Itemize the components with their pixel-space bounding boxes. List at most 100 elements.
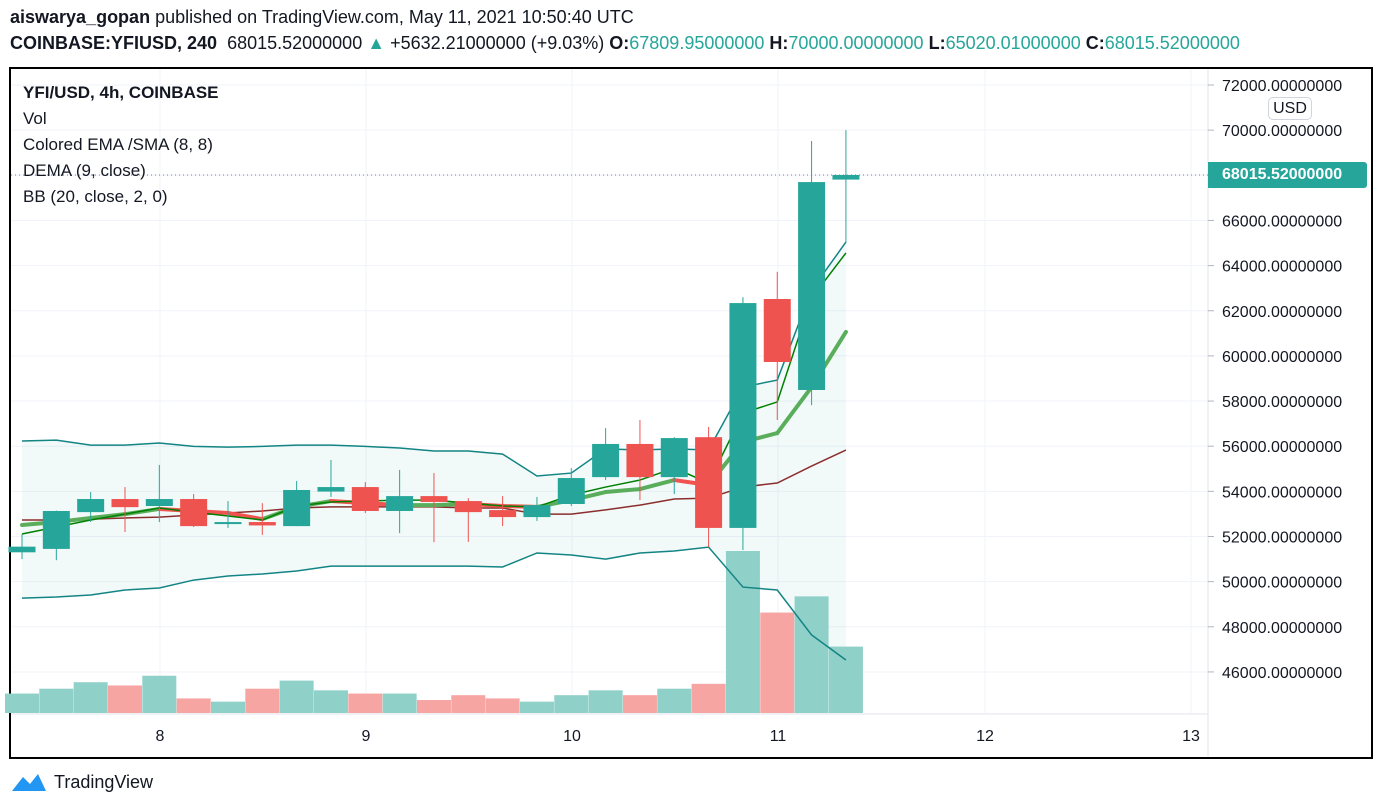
volume-bar [725,551,760,713]
volume-bar [245,688,280,713]
candle-body [317,487,345,492]
open-value: 67809.95000000 [629,33,765,53]
candle-body [454,501,482,513]
brand-name: TradingView [54,771,154,792]
price-tick-label: 56000.00000000 [1222,439,1342,456]
up-arrow-icon: ▲ [367,33,386,53]
time-tick-label: 11 [770,728,787,745]
price-tick-label: 62000.00000000 [1222,304,1342,321]
tradingview-logo-icon [12,774,46,791]
volume-bar [794,596,829,713]
volume-bar [210,701,245,713]
candle-body [420,496,448,502]
volume-bar [382,693,417,713]
ema-segment [225,511,265,522]
volume-bar [760,612,795,713]
volume-bar [691,683,726,713]
price-tick-label: 72000.00000000 [1222,78,1342,95]
candle-body [763,299,791,362]
close-value: 68015.52000000 [1104,33,1240,53]
currency-badge[interactable]: USD [1268,97,1312,120]
low-value: 65020.01000000 [945,33,1081,53]
candle-body [42,510,70,549]
candle-body [592,443,620,478]
candle-body [798,182,826,390]
candle-body [557,478,585,504]
published-text: published on TradingView.com, May 11, 20… [155,7,634,27]
candle-body [180,499,208,527]
chart-frame[interactable] [9,67,1373,759]
candle-body [77,499,105,513]
volume-bar [176,698,211,713]
low-label: L: [928,33,946,53]
volume-bar [279,680,314,713]
volume-bar [554,695,589,713]
candle-body [523,505,551,518]
close-label: C: [1085,33,1105,53]
candle-body [351,487,379,511]
high-value: 70000.00000000 [788,33,924,53]
candle-body [214,522,242,525]
price-tick-label: 70000.00000000 [1222,123,1342,140]
candle-body [283,489,311,527]
open-label: O: [609,33,630,53]
chart-legend: YFI/USD, 4h, COINBASE Vol Colored EMA /S… [23,80,219,210]
legend-ema[interactable]: Colored EMA /SMA (8, 8) [23,135,213,154]
time-tick-label: 12 [976,728,994,745]
candle-body [832,174,860,180]
volume-bar [657,688,692,713]
publish-info: aiswarya_gopan published on TradingView.… [10,7,634,28]
change-value: +5632.21000000 (+9.03%) [390,33,605,53]
candle-body [695,437,723,528]
price-tick-label: 58000.00000000 [1222,394,1342,411]
price-tick-label: 52000.00000000 [1222,530,1342,547]
volume-bar [519,701,554,713]
legend-volume[interactable]: Vol [23,109,47,128]
volume-bar [107,685,142,713]
volume-bar [313,690,348,713]
price-tick-label: 66000.00000000 [1222,213,1342,230]
volume-bar [622,695,657,713]
volume-bar [451,695,486,713]
time-tick-label: 9 [362,728,371,745]
ema-segment [637,478,677,492]
price-tick-label: 46000.00000000 [1222,665,1342,682]
volume-bar [5,693,39,713]
price-tick-label: 64000.00000000 [1222,259,1342,276]
volume-bar [73,682,108,713]
last-price-label: 68015.52000000 [1208,162,1367,188]
candle-body [489,510,517,518]
price-tick-label: 48000.00000000 [1222,620,1342,637]
volume-bar [588,690,623,713]
brand[interactable]: TradingView [10,771,153,793]
ema-segment [775,385,814,436]
ema-segment [603,487,642,495]
candle-body [660,438,688,478]
author: aiswarya_gopan [10,7,151,27]
time-tick-label: 8 [156,728,165,745]
volume-bar [142,675,177,713]
candle-body [386,496,414,511]
candle-body [248,522,276,526]
volume-bar [828,646,863,713]
last-value: 68015.52000000 [227,33,363,53]
legend-bb[interactable]: BB (20, close, 2, 0) [23,187,168,206]
candle-body [626,443,654,478]
candle-body [729,303,757,528]
legend-title: YFI/USD, 4h, COINBASE [23,83,219,102]
candle-body [8,546,36,553]
high-label: H: [769,33,789,53]
legend-dema[interactable]: DEMA (9, close) [23,161,146,180]
price-tick-label: 50000.00000000 [1222,575,1342,592]
volume-bar [416,700,451,713]
candle-body [145,499,173,507]
ohlc-header: COINBASE:YFIUSD, 240 68015.52000000 ▲ +5… [10,33,1240,54]
volume-bar [485,698,520,713]
volume-bar [348,693,383,713]
price-tick-label: 60000.00000000 [1222,349,1342,366]
price-tick-label: 54000.00000000 [1222,484,1342,501]
time-tick-label: 13 [1182,728,1200,745]
volume-bar [39,688,74,713]
time-tick-label: 10 [563,728,581,745]
